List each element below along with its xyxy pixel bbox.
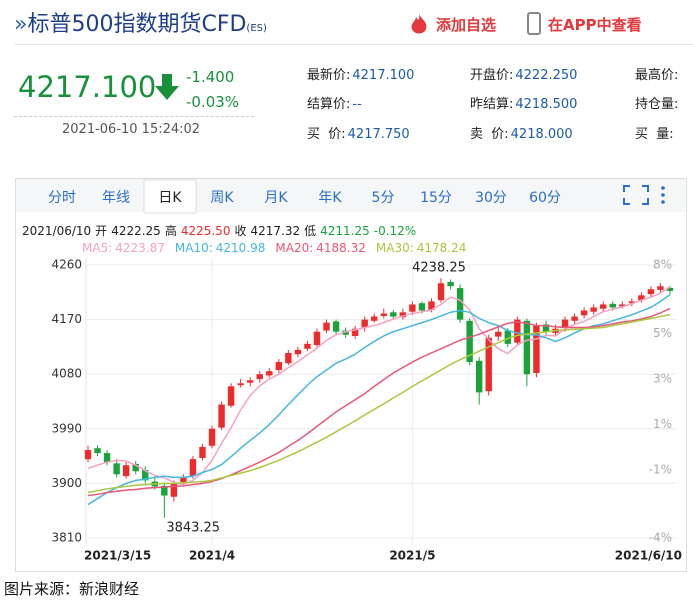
field-label: 结算价: — [307, 97, 351, 112]
divider — [14, 116, 254, 117]
field-label: 最新价: — [307, 68, 351, 83]
chart-panel — [15, 178, 687, 572]
title: »标普500指数期货CFD(ES) — [14, 12, 267, 37]
field-label: 买 量: — [635, 127, 674, 142]
field-label: 昨结算: — [470, 97, 514, 112]
quote-field: 买 价: 4217.750 — [307, 123, 410, 142]
quote-field: 最新价: 4217.100 — [307, 64, 414, 83]
quote-field: 卖 价: 4218.000 — [470, 123, 573, 142]
title-text: 标普500指数期货CFD — [27, 12, 247, 37]
field-label: 持仓量: — [635, 97, 679, 112]
quote-field: 结算价: -- — [307, 93, 362, 112]
field-label: 最高价: — [635, 68, 679, 83]
quote-field: 开盘价: 4222.250 — [470, 64, 577, 83]
quote-field: 最高价: — [635, 64, 678, 83]
field-label: 买 价: — [307, 127, 346, 142]
quote-field: 昨结算: 4218.500 — [470, 93, 577, 112]
source: 图片来源：新浪财经 — [4, 580, 140, 598]
quote-time: 2021-06-10 15:24:02 — [62, 122, 201, 137]
field-value: 4218.000 — [510, 127, 573, 142]
field-value: 4222.250 — [515, 68, 578, 83]
field-value: 4218.500 — [515, 97, 578, 112]
quote-field: 买 量: — [635, 123, 674, 142]
change: -1.400 — [186, 68, 235, 86]
field-value: 4217.100 — [352, 68, 415, 83]
field-label: 开盘价: — [470, 68, 514, 83]
field-value: -- — [352, 97, 362, 112]
add-watchlist[interactable]: 添加自选 — [436, 16, 497, 34]
field-label: 卖 价: — [470, 127, 509, 142]
view-in-app[interactable]: 在APP中查看 — [548, 16, 642, 34]
phone-icon[interactable] — [526, 12, 542, 36]
divider — [14, 44, 693, 45]
flame-icon[interactable] — [408, 12, 430, 36]
quote-field: 持仓量: — [635, 93, 678, 112]
down-arrow — [155, 74, 179, 100]
price: 4217.100 — [18, 70, 157, 104]
change-pct: -0.03% — [186, 93, 240, 111]
field-value: 4217.750 — [347, 127, 410, 142]
code: (ES) — [246, 23, 267, 34]
